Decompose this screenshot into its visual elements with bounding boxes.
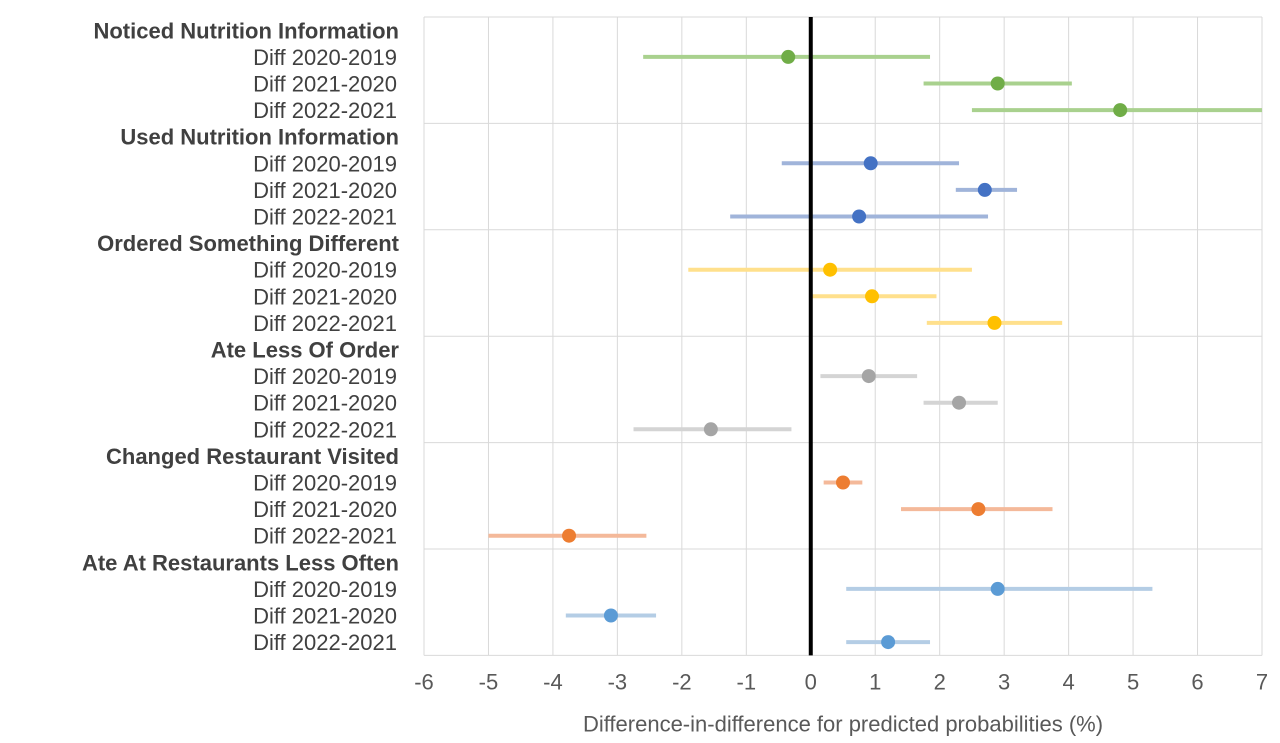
row-label: Diff 2021-2020	[253, 72, 397, 97]
row-label: Diff 2021-2020	[253, 497, 397, 522]
point-estimate-marker	[990, 581, 1005, 596]
point-estimate-marker	[977, 182, 992, 197]
row-label: Diff 2022-2021	[253, 524, 397, 549]
point-estimate-marker	[603, 608, 618, 623]
point-estimate-marker	[881, 635, 896, 650]
row-label: Diff 2022-2021	[253, 417, 397, 442]
point-estimate-marker	[990, 76, 1005, 91]
row-label: Diff 2020-2019	[253, 471, 397, 496]
group-label: Changed Restaurant Visited	[106, 444, 399, 469]
x-tick-label: -5	[479, 669, 499, 694]
x-tick-label: -2	[672, 669, 692, 694]
point-estimate-marker	[823, 262, 838, 277]
point-estimate-marker	[971, 502, 986, 517]
row-label: Diff 2020-2019	[253, 364, 397, 389]
x-tick-label: 0	[805, 669, 817, 694]
row-label: Diff 2022-2021	[253, 311, 397, 336]
group-label: Ordered Something Different	[97, 231, 400, 256]
row-label: Diff 2021-2020	[253, 604, 397, 629]
row-label: Diff 2022-2021	[253, 205, 397, 230]
point-estimate-marker	[781, 49, 796, 64]
x-tick-label: 2	[934, 669, 946, 694]
x-tick-label: 1	[869, 669, 881, 694]
point-estimate-marker	[861, 369, 876, 384]
row-label: Diff 2021-2020	[253, 391, 397, 416]
row-label: Diff 2021-2020	[253, 178, 397, 203]
gridlines	[423, 16, 1263, 656]
point-estimate-marker	[865, 289, 880, 304]
row-label: Diff 2020-2019	[253, 151, 397, 176]
x-tick-label: 5	[1127, 669, 1139, 694]
x-tick-label: -4	[543, 669, 563, 694]
point-estimate-marker	[987, 315, 1002, 330]
row-label: Diff 2020-2019	[253, 258, 397, 283]
row-label: Diff 2022-2021	[253, 630, 397, 655]
x-tick-label: -3	[608, 669, 628, 694]
point-estimate-marker	[836, 475, 850, 490]
x-tick-label: 3	[998, 669, 1010, 694]
x-tick-label: 7	[1256, 669, 1268, 694]
row-label: Diff 2020-2019	[253, 45, 397, 70]
row-label: Diff 2021-2020	[253, 284, 397, 309]
x-tick-label: -6	[414, 669, 434, 694]
group-label: Noticed Nutrition Information	[93, 18, 399, 43]
row-label: Diff 2022-2021	[253, 98, 397, 123]
x-axis-title: Difference-in-difference for predicted p…	[583, 711, 1103, 736]
x-tick-label: -1	[737, 669, 757, 694]
point-estimate-marker	[863, 156, 878, 171]
x-tick-label: 6	[1191, 669, 1203, 694]
point-estimate-marker	[703, 422, 718, 437]
group-label: Used Nutrition Information	[120, 125, 399, 150]
point-estimate-marker	[1113, 103, 1128, 118]
point-estimate-marker	[952, 395, 967, 410]
x-tick-label: 4	[1062, 669, 1074, 694]
group-label: Ate Less Of Order	[211, 338, 400, 363]
group-label: Ate At Restaurants Less Often	[82, 550, 399, 575]
point-estimates	[562, 49, 1128, 650]
x-axis-ticks: -6 -5 -4 -3 -2 -1 0 1 2 3 4 5 6 7	[414, 669, 1268, 694]
row-label: Diff 2020-2019	[253, 577, 397, 602]
point-estimate-marker	[852, 209, 867, 224]
point-estimate-marker	[562, 528, 577, 543]
